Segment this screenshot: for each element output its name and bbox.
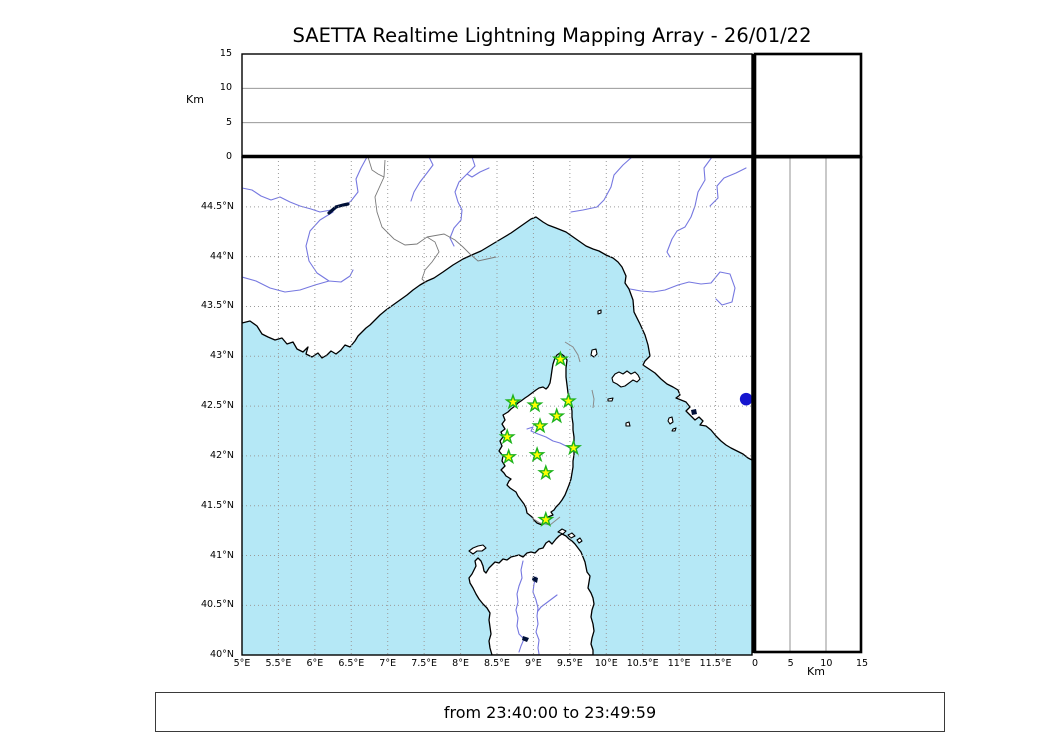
tick-label: 15 (219, 47, 232, 59)
small-islands (468, 309, 677, 555)
tick-label: 8.5°E (484, 658, 510, 669)
tick-label: 0 (225, 151, 232, 162)
tick-label: 43.5°N (200, 300, 234, 312)
admin-borders (367, 157, 497, 284)
tick-label: 44.5°N (200, 200, 234, 212)
lma-stations (498, 350, 583, 527)
station-star-marker (504, 393, 522, 410)
top-panel-unit-label: Km (186, 93, 204, 106)
tick-label: 6.5°E (338, 658, 365, 669)
top-panel-frame (241, 53, 753, 158)
tick-label: 11°E (667, 658, 691, 669)
tick-label: 7°E (379, 658, 397, 669)
tick-label: 5.5°E (265, 658, 292, 669)
tick-label: 11.5°E (699, 658, 732, 669)
time-window-text: from 23:40:00 to 23:49:59 (443, 702, 657, 722)
lake-dot (739, 392, 752, 406)
tick-label: 10 (219, 82, 232, 94)
station-star-marker (564, 438, 583, 456)
station-star-marker (548, 407, 566, 424)
tick-label: 5°E (233, 658, 251, 669)
tick-label: 10 (820, 658, 833, 669)
tick-label: 5 (787, 658, 794, 669)
right-panel-frame (753, 155, 863, 654)
tick-label: 6°E (306, 658, 324, 669)
mainland-coast (242, 157, 752, 461)
tick-label: 42.5°N (200, 400, 234, 412)
tick-label: 7.5°E (411, 658, 438, 669)
corner-box-frame (753, 52, 863, 159)
tick-label: 42°N (210, 449, 234, 461)
station-star-marker (498, 428, 516, 445)
station-star-marker (551, 350, 569, 367)
time-window-box: from 23:40:00 to 23:49:59 (155, 692, 945, 732)
station-star-marker (500, 447, 518, 465)
tick-label: 41°N (210, 549, 234, 561)
station-star-marker (559, 392, 577, 409)
tick-label: 0 (751, 658, 759, 669)
tick-label: 10°E (594, 658, 618, 669)
right-panel-gridlines (789, 157, 827, 651)
map-panel (242, 157, 752, 655)
rivers (242, 157, 747, 655)
mountain-lake (327, 202, 350, 215)
station-star-marker (537, 463, 555, 481)
top-panel-gridlines (242, 87, 752, 124)
lakes (327, 202, 697, 642)
sardinia-island (468, 533, 595, 655)
tick-label: 10.5°E (626, 658, 659, 669)
tick-label: 9°E (525, 658, 542, 669)
landmasses (242, 157, 752, 655)
tick-label: 8°E (452, 658, 469, 669)
station-star-marker (531, 417, 549, 434)
tick-label: 44°N (210, 250, 234, 262)
panel-frames (241, 52, 863, 656)
corsica-island (498, 352, 575, 526)
route-lines (531, 341, 595, 526)
station-star-marker (528, 445, 546, 463)
tick-label: 15 (855, 658, 869, 669)
right-panel-unit-label: Km (807, 665, 825, 678)
tick-label: 5 (225, 116, 232, 128)
station-star-marker (526, 396, 544, 413)
station-star-marker (537, 510, 555, 527)
page-title: SAETTA Realtime Lightning Mapping Array … (292, 24, 812, 47)
tick-label: 43°N (210, 350, 234, 362)
tick-label: 40°N (210, 649, 234, 661)
tick-label: 40.5°N (200, 599, 234, 611)
tick-label: 41.5°N (200, 499, 234, 511)
tick-label: 9.5°E (556, 658, 583, 669)
